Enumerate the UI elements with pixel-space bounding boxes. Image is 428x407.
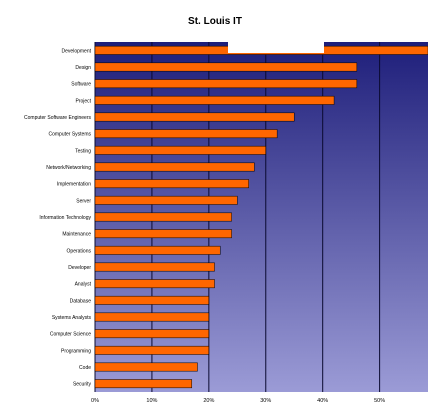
x-tick-label-3: 30% bbox=[260, 398, 271, 404]
bar-15 bbox=[94, 295, 210, 305]
category-label-7: Network/Networking bbox=[46, 165, 91, 171]
bar-17 bbox=[94, 329, 210, 339]
category-label-5: Computer Systems bbox=[48, 132, 91, 138]
bar-7 bbox=[94, 162, 255, 172]
bar-8 bbox=[94, 179, 249, 189]
category-label-3: Project bbox=[75, 98, 91, 104]
bar-2 bbox=[94, 79, 358, 89]
x-tick-label-4: 40% bbox=[317, 398, 328, 404]
category-label-15: Database bbox=[70, 298, 92, 304]
category-label-14: Analyst bbox=[75, 282, 92, 288]
bar-14 bbox=[94, 279, 215, 289]
category-label-8: Implementation bbox=[57, 182, 91, 188]
bar-9 bbox=[94, 195, 238, 205]
category-label-18: Programming bbox=[61, 348, 91, 354]
category-label-20: Security bbox=[73, 382, 92, 388]
top-bar-gap bbox=[228, 41, 324, 53]
category-label-12: Operations bbox=[67, 248, 92, 254]
category-label-10: Information Technology bbox=[39, 215, 91, 221]
x-tick-label-2: 20% bbox=[203, 398, 214, 404]
x-tick-labels: 0% 10% 20% 30% 40% 50% bbox=[91, 398, 385, 404]
category-label-6: Testing bbox=[75, 148, 91, 154]
bar-12 bbox=[94, 245, 221, 255]
bar-6 bbox=[94, 145, 267, 155]
bar-3 bbox=[94, 95, 335, 105]
category-label-13: Developer bbox=[68, 265, 91, 271]
category-label-0: Development bbox=[62, 48, 92, 54]
category-label-4: Computer Software Engineers bbox=[24, 115, 91, 121]
bar-18 bbox=[94, 345, 210, 355]
bar-11 bbox=[94, 229, 232, 239]
category-label-19: Code bbox=[79, 365, 91, 371]
bar-10 bbox=[94, 212, 232, 222]
bar-19 bbox=[94, 362, 198, 372]
x-tick-label-5: 50% bbox=[374, 398, 385, 404]
chart-title: St. Louis IT bbox=[188, 16, 242, 27]
x-tick-label-1: 10% bbox=[146, 398, 157, 404]
category-label-2: Software bbox=[71, 82, 91, 88]
bar-5 bbox=[94, 129, 278, 139]
bar-4 bbox=[94, 112, 295, 122]
category-label-17: Computer Science bbox=[50, 332, 91, 338]
category-label-1: Design bbox=[75, 65, 91, 71]
category-label-16: Systems Analysts bbox=[52, 315, 92, 321]
category-label-11: Maintenance bbox=[62, 232, 91, 238]
bar-13 bbox=[94, 262, 215, 272]
bar-20 bbox=[94, 379, 193, 389]
bar-1 bbox=[94, 62, 358, 72]
bar-16 bbox=[94, 312, 210, 322]
x-tick-label-0: 0% bbox=[91, 398, 99, 404]
category-label-9: Server bbox=[76, 198, 91, 204]
category-labels: Development Design Software Project Computer… bbox=[24, 48, 92, 387]
